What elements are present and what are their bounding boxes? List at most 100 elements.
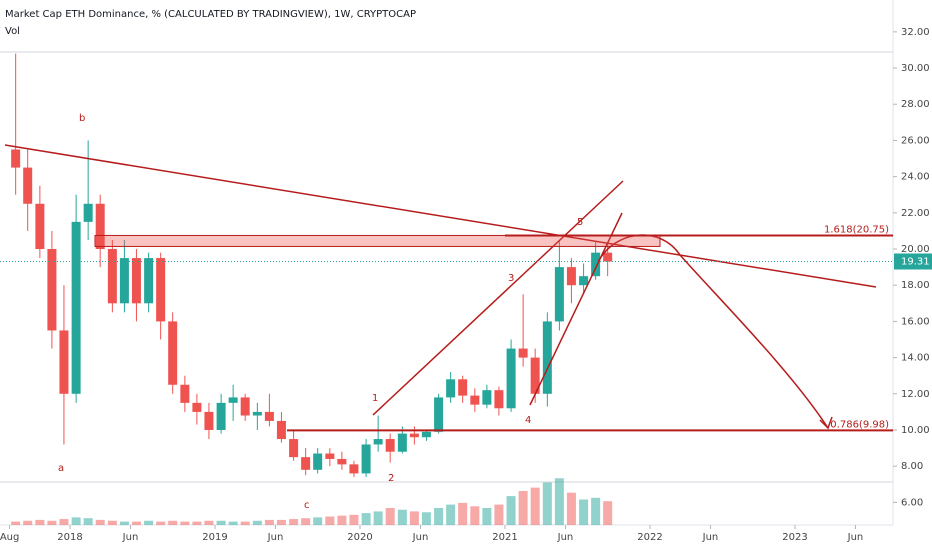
candle-body	[35, 203, 45, 250]
candle-body	[361, 444, 371, 474]
candle-body	[131, 258, 141, 304]
volume-bar	[11, 521, 21, 525]
volume-bar	[409, 511, 419, 525]
volume-bar	[144, 520, 154, 525]
fib-label: 0.786(9.98)	[830, 419, 889, 430]
volume-bar	[349, 514, 359, 525]
candle-body	[482, 390, 492, 405]
y-tick-label: 8.00	[901, 461, 923, 472]
volume-bar	[603, 501, 613, 525]
volume-bar	[107, 520, 117, 525]
volume-bar	[289, 519, 299, 525]
y-tick-label: 22.00	[901, 208, 930, 219]
y-tick-label: 28.00	[901, 99, 930, 110]
wave-label: c	[304, 500, 310, 511]
candle-body	[59, 330, 69, 394]
volume-bar	[264, 519, 274, 525]
candle-body	[216, 402, 226, 430]
volume-bar	[373, 511, 383, 525]
x-tick-label: 2022	[637, 532, 662, 543]
y-tick-label: 18.00	[901, 280, 930, 291]
volume-bar	[566, 492, 576, 525]
volume-bar	[47, 520, 57, 525]
candle-body	[530, 357, 540, 394]
x-tick-label: 2019	[202, 532, 227, 543]
candle-body	[144, 258, 154, 304]
candle-body	[446, 379, 456, 398]
candle-body	[325, 453, 335, 459]
volume-bar	[518, 491, 528, 525]
candle-body	[240, 397, 250, 416]
x-tick-label: Jun	[557, 532, 574, 543]
candle-body	[434, 397, 444, 432]
projection-arrow	[819, 416, 833, 430]
projection-arc	[597, 234, 829, 429]
candle-body	[301, 457, 311, 470]
candle-body	[554, 267, 564, 322]
candle-body	[349, 464, 359, 474]
y-tick-label: 16.00	[901, 316, 930, 327]
y-tick-label: 10.00	[901, 425, 930, 436]
volume-bar	[240, 521, 250, 525]
resistance-zone	[94, 234, 661, 247]
y-tick-label: 30.00	[901, 63, 930, 74]
x-tick-label: 2023	[782, 532, 807, 543]
volume-bar	[470, 506, 480, 525]
candle-body	[71, 221, 81, 394]
last-price-tag	[894, 253, 932, 270]
volume-bar	[119, 521, 129, 525]
volume-bar	[156, 521, 166, 525]
volume-bar	[216, 520, 226, 525]
candle-body	[458, 379, 468, 396]
volume-bar	[228, 521, 238, 525]
volume-bar	[276, 519, 286, 525]
volume-bar	[23, 520, 33, 525]
x-tick-label: 2020	[347, 532, 372, 543]
candle-body	[228, 397, 238, 403]
y-tick-label: 14.00	[901, 353, 930, 364]
y-tick-label: 26.00	[901, 135, 930, 146]
wave-label: 4	[525, 415, 531, 426]
volume-bar	[168, 520, 178, 525]
x-tick-label: 2021	[492, 532, 517, 543]
volume-bar	[434, 508, 444, 525]
wave-label: 1	[372, 393, 378, 404]
volume-bar	[446, 504, 456, 525]
y-tick-label: 20.00	[901, 244, 930, 255]
x-tick-label: Jun	[847, 532, 864, 543]
candle-body	[373, 439, 383, 445]
volume-bar	[385, 508, 395, 525]
volume-bar	[554, 478, 564, 525]
x-tick-label: Aug	[0, 532, 19, 543]
candle-body	[494, 390, 504, 409]
wave-label: a	[58, 463, 64, 474]
volume-bar	[591, 497, 601, 525]
wedge-lower	[529, 212, 623, 406]
candle-body	[192, 402, 202, 412]
candle-body	[107, 249, 117, 304]
volume-bar	[180, 521, 190, 525]
candle-body	[47, 249, 57, 331]
volume-bar	[482, 508, 492, 525]
candle-body	[119, 258, 129, 304]
volume-bar	[313, 517, 323, 525]
volume-bar	[204, 520, 214, 525]
volume-bar	[494, 504, 504, 525]
candle-body	[409, 433, 419, 438]
volume-bar	[301, 518, 311, 525]
candle-body	[397, 433, 407, 452]
volume-bar	[325, 516, 335, 525]
candle-body	[289, 439, 299, 458]
candle-body	[180, 384, 190, 403]
volume-bar	[530, 487, 540, 525]
volume-bar	[458, 502, 468, 525]
candle-body	[11, 149, 21, 168]
candle-body	[337, 458, 347, 465]
y-tick-label: 12.00	[901, 389, 930, 400]
volume-bar	[192, 521, 202, 525]
candle-body	[579, 276, 589, 286]
fib-label: 1.618(20.75)	[824, 224, 889, 235]
volume-bar	[506, 496, 516, 525]
